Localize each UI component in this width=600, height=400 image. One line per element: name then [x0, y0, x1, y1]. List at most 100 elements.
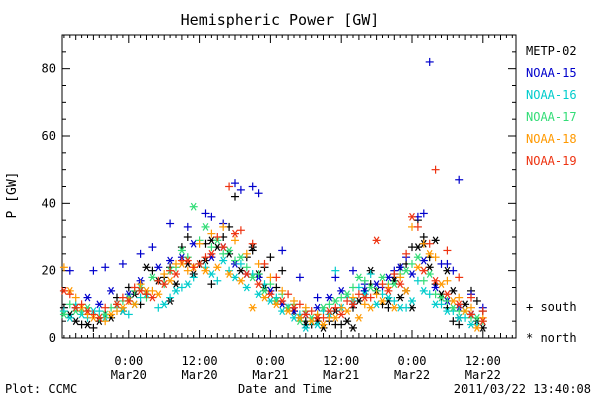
- south-point: [413, 222, 422, 231]
- north-point: [148, 273, 157, 282]
- south-point: [71, 293, 80, 302]
- south-point: [378, 280, 387, 289]
- x-tick-label-date: Mar21: [323, 368, 359, 382]
- north-point: [160, 280, 169, 289]
- north-point: [390, 303, 399, 312]
- south-point: [124, 310, 133, 319]
- north-point: [408, 270, 416, 278]
- data-points: [59, 57, 487, 332]
- south-point: [419, 276, 428, 285]
- south-point: [207, 243, 216, 252]
- south-point: [360, 276, 369, 285]
- x-axis: 0:00Mar2012:00Mar200:00Mar2112:00Mar210:…: [63, 35, 513, 382]
- north-point: [343, 307, 352, 315]
- north-point: [449, 286, 458, 295]
- south-point: [331, 303, 340, 312]
- north-point: [284, 307, 293, 315]
- north-point: [319, 320, 328, 329]
- south-point: [254, 270, 263, 279]
- south-point: [455, 273, 464, 282]
- north-point: [384, 293, 393, 302]
- south-point: [295, 273, 304, 282]
- south-point: [455, 293, 464, 302]
- south-point: [183, 266, 192, 275]
- symbol-legend-entry: * north: [526, 331, 577, 345]
- south-point: [118, 259, 127, 268]
- north-point: [242, 283, 251, 292]
- north-point: [201, 222, 210, 231]
- south-point: [77, 300, 86, 309]
- x-tick-label-time: 12:00: [323, 354, 359, 368]
- south-point: [166, 293, 175, 302]
- south-point: [360, 300, 369, 309]
- north-point: [372, 236, 381, 245]
- north-point: [95, 313, 104, 322]
- north-point: [360, 293, 369, 302]
- south-point: [136, 280, 145, 289]
- north-point: [325, 293, 334, 302]
- north-point: [396, 263, 405, 272]
- north-point: [219, 256, 228, 265]
- south-point: [207, 280, 216, 289]
- north-point: [354, 273, 363, 282]
- south-point: [419, 233, 428, 241]
- south-point: [449, 266, 458, 275]
- y-axis-label: P [GW]: [5, 172, 20, 219]
- south-point: [118, 293, 127, 302]
- x-tick-label-time: 12:00: [182, 354, 218, 368]
- north-point: [354, 313, 363, 322]
- south-point: [372, 290, 381, 299]
- north-point: [166, 256, 175, 265]
- north-point: [148, 293, 157, 302]
- south-point: [349, 266, 357, 275]
- south-point: [284, 290, 293, 299]
- north-point: [195, 260, 204, 268]
- south-point: [337, 320, 346, 329]
- north-point: [449, 297, 458, 305]
- north-point: [366, 303, 375, 312]
- south-point: [231, 236, 239, 245]
- south-point: [225, 182, 234, 191]
- x-tick-label-time: 0:00: [398, 354, 427, 368]
- south-point: [248, 182, 257, 191]
- north-point: [225, 246, 234, 255]
- south-point: [231, 256, 239, 265]
- legend-entry: NOAA-18: [526, 132, 577, 146]
- y-tick-label: 0: [49, 331, 56, 345]
- south-point: [207, 212, 216, 221]
- south-point: [177, 283, 186, 292]
- south-point: [148, 243, 157, 252]
- series-legend: METP-02 NOAA-15 NOAA-16 NOAA-17 NOAA-18 NOAA-…: [526, 44, 577, 168]
- north-point: [65, 313, 74, 322]
- footer-timestamp: 2011/03/22 13:40:08: [454, 382, 591, 396]
- south-point: [142, 290, 151, 299]
- south-point: [266, 253, 275, 262]
- south-point: [313, 293, 322, 302]
- north-point: [419, 256, 428, 265]
- north-point: [172, 280, 180, 289]
- south-point: [183, 222, 192, 231]
- south-point: [160, 270, 169, 279]
- north-point: [248, 273, 257, 282]
- south-point: [183, 233, 192, 241]
- south-point: [307, 307, 316, 316]
- south-point: [201, 209, 210, 218]
- north-point: [431, 236, 440, 245]
- south-point: [443, 246, 452, 255]
- y-tick-label: 60: [42, 129, 56, 143]
- symbol-legend-entry: + south: [526, 300, 577, 314]
- north-point: [337, 286, 346, 295]
- north-point: [378, 273, 387, 282]
- south-point: [254, 189, 263, 198]
- south-point: [443, 276, 452, 285]
- north-point: [413, 263, 422, 272]
- south-point: [113, 307, 121, 316]
- north-point: [83, 293, 92, 302]
- north-point: [301, 323, 310, 332]
- north-point: [449, 303, 458, 312]
- south-point: [89, 323, 98, 332]
- south-point: [272, 273, 281, 282]
- north-point: [437, 293, 446, 302]
- north-point: [325, 307, 334, 315]
- north-point: [419, 266, 428, 275]
